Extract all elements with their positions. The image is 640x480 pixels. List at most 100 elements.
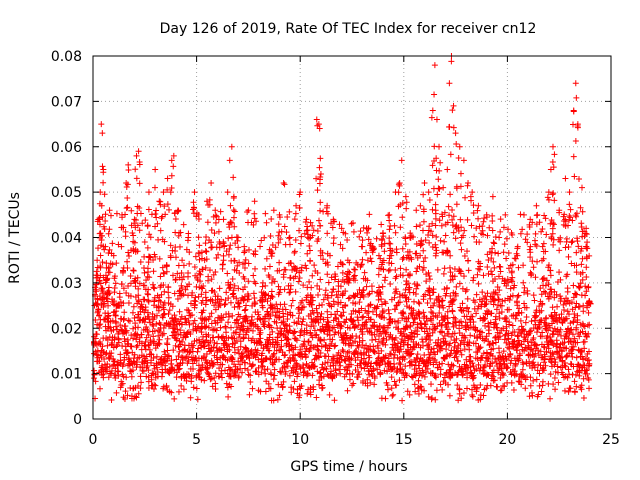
roti-point [160, 324, 167, 331]
roti-point [185, 292, 192, 299]
roti-point [228, 234, 235, 241]
roti-point [552, 386, 559, 393]
roti-point [135, 297, 142, 304]
roti-point [402, 240, 409, 247]
roti-point [182, 316, 189, 323]
roti-point [485, 320, 492, 327]
roti-point [362, 275, 369, 282]
roti-point [281, 181, 288, 188]
roti-point [150, 268, 157, 275]
roti-point [534, 367, 541, 374]
roti-point [271, 366, 278, 373]
roti-point [394, 340, 401, 347]
roti-point [211, 302, 218, 309]
roti-point [121, 309, 128, 316]
roti-point [282, 322, 289, 329]
roti-point [332, 367, 339, 374]
roti-point [475, 280, 482, 287]
roti-point [108, 397, 115, 404]
roti-point [549, 330, 556, 337]
roti-point [391, 294, 398, 301]
roti-point [106, 269, 113, 276]
roti-point [252, 309, 259, 316]
roti-point [384, 324, 391, 331]
roti-point [578, 261, 585, 268]
roti-point [215, 314, 222, 321]
roti-point [527, 254, 534, 261]
roti-point [510, 284, 517, 291]
roti-point [164, 201, 171, 208]
roti-point [426, 196, 433, 203]
roti-point [583, 367, 590, 374]
roti-point [239, 319, 246, 326]
roti-point [395, 189, 402, 196]
roti-point [500, 325, 507, 332]
roti-point [392, 229, 399, 236]
roti-point [551, 197, 558, 204]
roti-point [244, 296, 251, 303]
roti-point [550, 381, 557, 388]
roti-point [472, 299, 479, 306]
roti-point [288, 389, 295, 396]
roti-point [516, 350, 523, 357]
roti-point [549, 143, 556, 150]
roti-point [233, 295, 240, 302]
roti-point [501, 277, 508, 284]
roti-point [300, 316, 307, 323]
roti-point [120, 373, 127, 380]
roti-point [107, 324, 114, 331]
roti-point [455, 397, 462, 404]
roti-point [551, 221, 558, 228]
roti-point [160, 189, 167, 196]
roti-point [420, 309, 427, 316]
roti-point [399, 315, 406, 322]
roti-point [570, 282, 577, 289]
roti-point [514, 252, 521, 259]
roti-point [151, 184, 158, 191]
roti-point [464, 248, 471, 255]
roti-point [395, 181, 402, 188]
roti-point [194, 396, 201, 403]
roti-point [402, 363, 409, 370]
roti-point [319, 361, 326, 368]
roti-point [314, 270, 321, 277]
roti-point [402, 193, 409, 200]
roti-point [383, 329, 390, 336]
roti-point [286, 289, 293, 296]
roti-point [515, 264, 522, 271]
roti-point [573, 383, 580, 390]
roti-point [284, 213, 291, 220]
roti-point [348, 361, 355, 368]
roti-point [496, 330, 503, 337]
roti-point [545, 264, 552, 271]
roti-point [410, 319, 417, 326]
roti-point [414, 281, 421, 288]
roti-point [325, 327, 332, 334]
roti-point [438, 322, 445, 329]
roti-point [219, 374, 226, 381]
roti-point [584, 322, 591, 329]
roti-point [124, 350, 131, 357]
roti-point [330, 240, 337, 247]
roti-point [491, 264, 498, 271]
roti-point [142, 286, 149, 293]
roti-point [159, 213, 166, 220]
roti-point [105, 250, 112, 257]
roti-point [273, 319, 280, 326]
roti-point [480, 218, 487, 225]
roti-point [171, 209, 178, 216]
roti-point [243, 302, 250, 309]
roti-point [575, 175, 582, 182]
roti-point [304, 250, 311, 257]
roti-point [560, 316, 567, 323]
roti-point [281, 363, 288, 370]
roti-point [331, 301, 338, 308]
roti-point [219, 261, 226, 268]
roti-point [236, 259, 243, 266]
roti-point [382, 341, 389, 348]
roti-point [577, 248, 584, 255]
roti-point [533, 342, 540, 349]
roti-point [157, 284, 164, 291]
roti-point [182, 286, 189, 293]
roti-point [528, 318, 535, 325]
